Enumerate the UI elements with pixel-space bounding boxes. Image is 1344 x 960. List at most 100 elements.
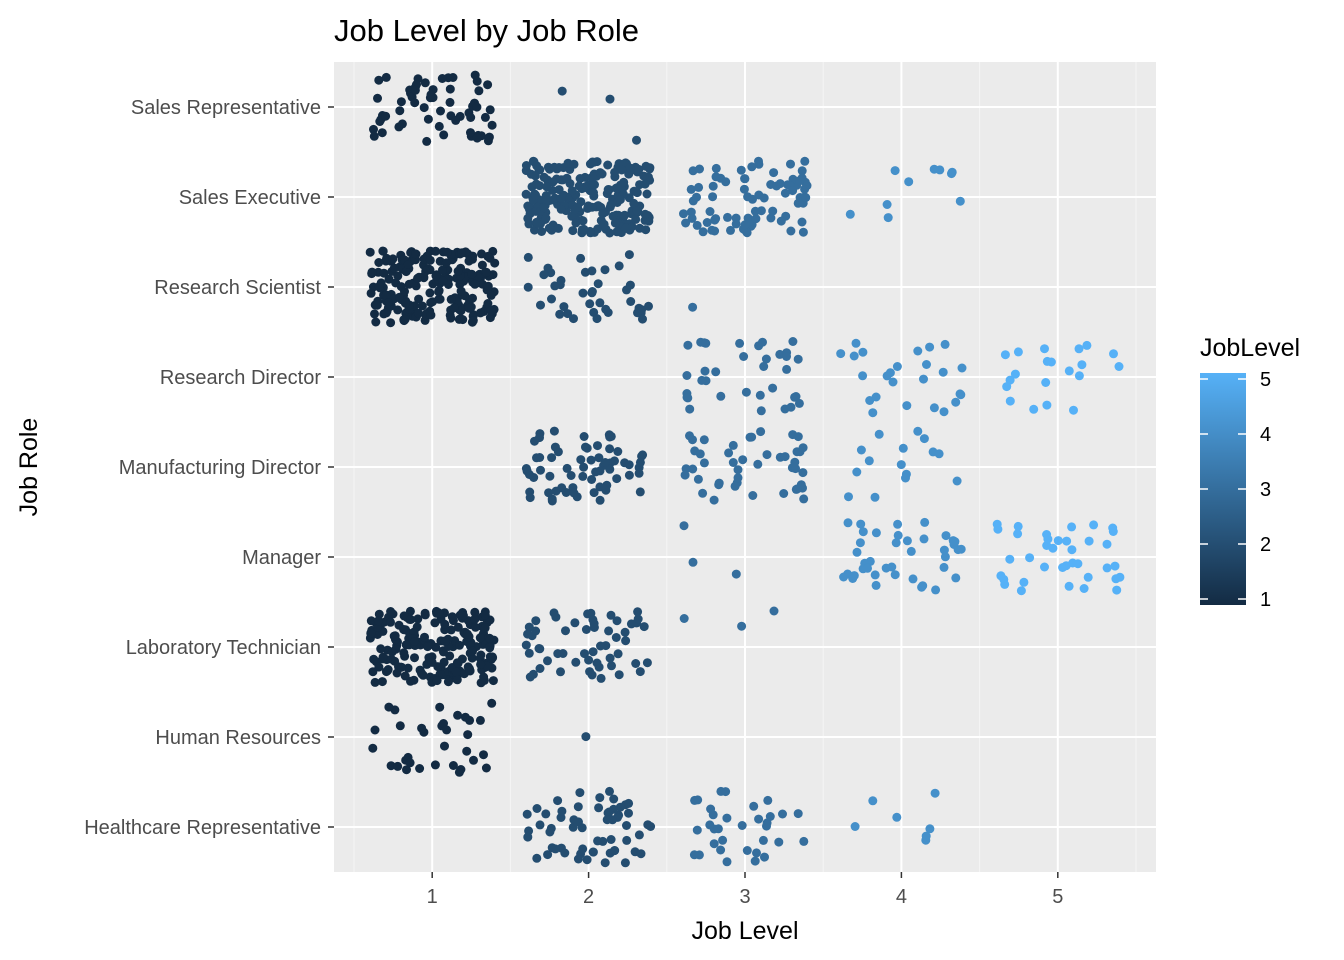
data-point <box>620 627 630 637</box>
data-point <box>433 662 443 672</box>
data-point <box>420 632 429 642</box>
data-point <box>569 159 579 169</box>
data-point <box>524 648 534 658</box>
data-point <box>919 374 928 384</box>
data-point <box>786 159 795 169</box>
data-point <box>765 812 775 821</box>
data-point <box>868 796 878 806</box>
data-point <box>1064 366 1074 376</box>
data-point <box>464 303 474 313</box>
data-point <box>485 253 495 263</box>
data-point <box>722 857 732 867</box>
data-point <box>488 676 498 686</box>
data-point <box>438 265 447 275</box>
data-point <box>374 75 384 85</box>
data-point <box>679 521 689 531</box>
data-point <box>399 611 409 621</box>
data-point <box>453 710 463 720</box>
data-point <box>731 219 741 229</box>
data-point <box>624 470 634 480</box>
data-point <box>631 214 641 224</box>
y-tick-label: Research Scientist <box>154 277 321 299</box>
data-point <box>383 665 393 674</box>
data-point <box>376 644 386 654</box>
data-point <box>741 387 751 397</box>
data-point <box>561 626 570 636</box>
data-point <box>892 812 902 822</box>
data-point <box>698 488 708 498</box>
data-point <box>573 802 583 812</box>
data-point <box>430 618 440 628</box>
data-point <box>1068 558 1078 568</box>
data-point <box>606 835 616 844</box>
data-point <box>738 455 748 465</box>
data-point <box>449 303 459 313</box>
data-point <box>486 306 496 316</box>
data-point <box>373 93 382 103</box>
data-point <box>1025 553 1035 563</box>
x-axis-title: Job Level <box>691 917 798 945</box>
data-point <box>588 647 598 657</box>
data-point <box>435 702 445 712</box>
data-point <box>605 444 615 454</box>
data-point <box>606 200 616 210</box>
data-point <box>528 669 538 679</box>
data-point <box>779 489 789 498</box>
data-point <box>858 527 868 537</box>
data-point <box>556 667 565 677</box>
data-point <box>613 447 623 456</box>
data-point <box>1040 562 1049 572</box>
data-point <box>575 174 585 183</box>
data-point <box>545 471 555 481</box>
data-point <box>438 276 448 286</box>
data-point <box>594 453 604 463</box>
data-point <box>483 80 493 90</box>
data-point <box>709 495 719 505</box>
data-point <box>460 712 470 722</box>
data-point <box>639 171 649 181</box>
data-point <box>726 225 735 235</box>
data-point <box>600 265 610 275</box>
data-point <box>451 115 461 125</box>
data-point <box>636 849 646 859</box>
data-point <box>694 182 704 192</box>
data-point <box>852 467 862 477</box>
data-point <box>395 292 404 302</box>
data-point <box>397 119 407 129</box>
data-point <box>888 377 898 387</box>
data-point <box>855 538 865 548</box>
data-point <box>378 652 388 662</box>
legend-title: JobLevel <box>1200 334 1300 362</box>
data-point <box>409 627 419 637</box>
data-point <box>871 528 881 538</box>
data-point <box>1102 563 1112 573</box>
data-point <box>430 760 440 770</box>
data-point <box>423 642 433 652</box>
data-point <box>557 806 567 816</box>
data-point <box>556 275 566 285</box>
data-point <box>800 156 810 166</box>
data-point <box>786 402 796 412</box>
data-point <box>553 796 563 806</box>
data-point <box>543 850 553 860</box>
data-point <box>763 795 773 805</box>
data-point <box>377 677 387 687</box>
data-point <box>480 112 490 122</box>
data-point <box>584 655 594 665</box>
data-point <box>436 106 445 116</box>
data-point <box>728 440 738 450</box>
data-point <box>413 273 422 283</box>
data-point <box>721 787 731 797</box>
data-point <box>468 646 477 656</box>
data-point <box>557 86 567 96</box>
data-point <box>695 164 704 174</box>
data-point <box>1082 340 1092 350</box>
data-point <box>480 623 490 633</box>
data-point <box>456 765 466 774</box>
data-point <box>611 633 621 642</box>
data-point <box>1041 378 1051 387</box>
data-point <box>718 835 728 845</box>
data-point <box>692 220 702 230</box>
data-point <box>693 474 703 484</box>
data-point <box>423 114 433 124</box>
